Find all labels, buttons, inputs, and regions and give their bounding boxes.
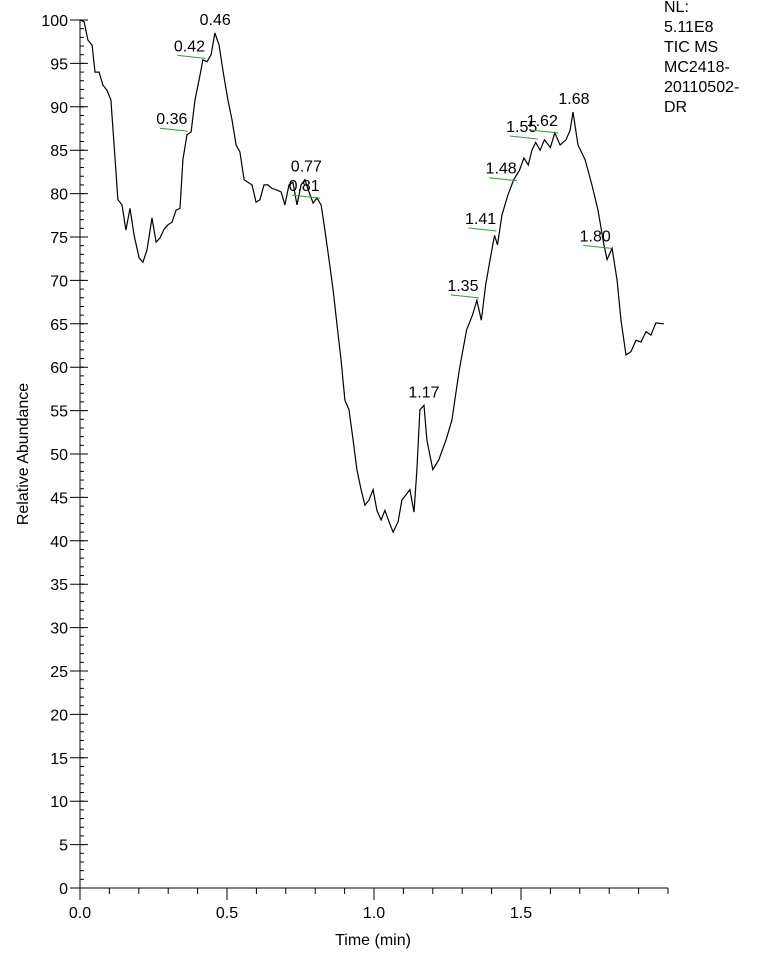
y-tick-label: 20 [50,707,68,724]
y-tick-label: 65 [50,317,68,334]
y-tick-label: 5 [59,838,68,855]
peak-label: 1.17 [408,384,439,401]
peak-baseline [292,194,321,199]
y-tick-label: 55 [50,404,68,421]
peak-baseline [509,135,538,140]
info-line: TIC MS [664,39,718,56]
peak-label: 1.48 [486,161,517,178]
y-tick-label: 25 [50,664,68,681]
x-tick-label: 0.0 [69,905,91,922]
y-tick-label: 10 [50,794,68,811]
y-tick-label: 35 [50,577,68,594]
y-tick-label: 80 [50,187,68,204]
peak-label: 0.36 [156,111,187,128]
x-tick-label: 0.5 [216,905,238,922]
peak-baseline [489,177,518,182]
info-line: NL: [664,0,689,16]
peak-label: 1.35 [447,278,478,295]
x-tick-label: 1.0 [363,905,385,922]
peak-label: 1.55 [506,119,537,136]
y-tick-label: 15 [50,751,68,768]
y-tick-label: 75 [50,230,68,247]
y-tick-label: 50 [50,447,68,464]
x-axis-label: Time (min) [335,932,411,949]
peak-baseline [159,127,188,132]
peak-baseline [177,54,206,59]
peak-label: 0.81 [289,178,320,195]
peak-baseline [583,244,612,249]
peak-label: 1.41 [465,211,496,228]
info-line: MC2418- [664,59,730,76]
x-tick-label: 1.5 [510,905,532,922]
info-line: 20110502- [664,79,739,96]
peak-baseline [450,294,479,299]
peak-label: 1.80 [580,228,611,245]
peak-label: 0.77 [291,159,322,176]
y-tick-label: 90 [50,100,68,117]
y-tick-label: 45 [50,490,68,507]
peak-label: 0.42 [174,38,205,55]
peak-label: 1.68 [558,91,589,108]
peak-baseline [468,227,497,232]
y-tick-label: 85 [50,143,68,160]
info-line: 5.11E8 [664,19,714,36]
y-tick-label: 40 [50,534,68,551]
trace-line [79,19,664,534]
peak-label: 1.62 [527,113,558,130]
peak-label: 0.46 [200,12,231,29]
y-tick-label: 30 [50,621,68,638]
y-tick-label: 95 [50,56,68,73]
peak-baseline [530,129,559,134]
y-tick-label: 0 [59,881,68,898]
info-line: DR [664,99,687,116]
y-tick-label: 70 [50,273,68,290]
y-tick-label: 60 [50,360,68,377]
y-axis-label: Relative Abundance [15,383,32,525]
y-tick-label: 100 [41,13,68,30]
